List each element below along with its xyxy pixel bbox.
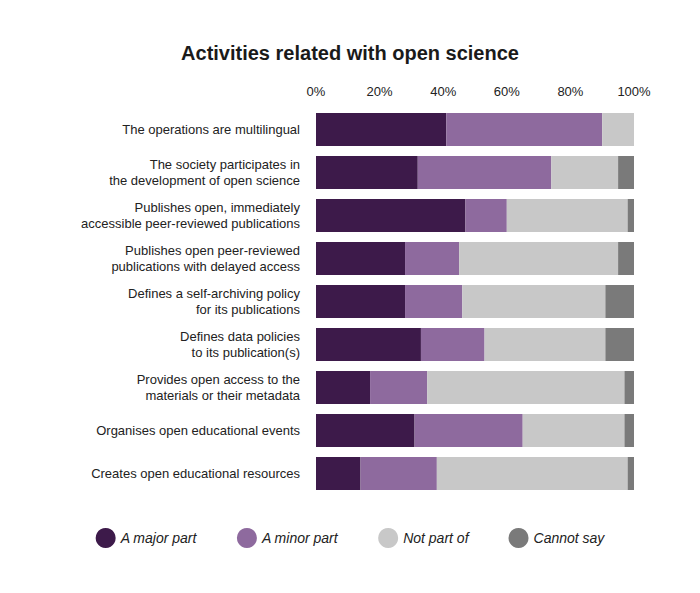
svg-text:Publishes open, immediately: Publishes open, immediately — [135, 200, 301, 215]
svg-text:Defines a self-archiving polic: Defines a self-archiving policy — [128, 286, 300, 301]
svg-text:Provides open access to the: Provides open access to the — [137, 372, 300, 387]
svg-text:20%: 20% — [367, 84, 393, 99]
svg-text:publications with delayed acce: publications with delayed access — [111, 259, 300, 274]
svg-text:60%: 60% — [494, 84, 520, 99]
svg-text:Defines data policies: Defines data policies — [180, 329, 300, 344]
svg-text:0%: 0% — [307, 84, 326, 99]
svg-text:40%: 40% — [430, 84, 456, 99]
svg-text:accessible peer-reviewed publi: accessible peer-reviewed publications — [81, 216, 300, 231]
svg-text:100%: 100% — [617, 84, 651, 99]
svg-text:Publishes open peer-reviewed: Publishes open peer-reviewed — [125, 243, 300, 258]
svg-text:materials or their metadata: materials or their metadata — [145, 388, 300, 403]
svg-text:The society participates in: The society participates in — [150, 157, 300, 172]
svg-text:for its publications: for its publications — [196, 302, 301, 317]
svg-text:to its publication(s): to its publication(s) — [192, 345, 300, 360]
svg-text:the development of open scienc: the development of open science — [109, 173, 300, 188]
svg-text:Creates open educational resou: Creates open educational resources — [91, 466, 300, 481]
svg-text:Not part of: Not part of — [403, 530, 470, 546]
svg-text:Cannot say: Cannot say — [534, 530, 606, 546]
svg-text:The operations are multilingua: The operations are multilingual — [122, 122, 300, 137]
svg-text:Organises open educational eve: Organises open educational events — [96, 423, 300, 438]
svg-text:A major part: A major part — [120, 530, 198, 546]
svg-text:Activities related with open s: Activities related with open science — [181, 42, 519, 64]
svg-text:A minor part: A minor part — [261, 530, 339, 546]
svg-text:80%: 80% — [557, 84, 583, 99]
